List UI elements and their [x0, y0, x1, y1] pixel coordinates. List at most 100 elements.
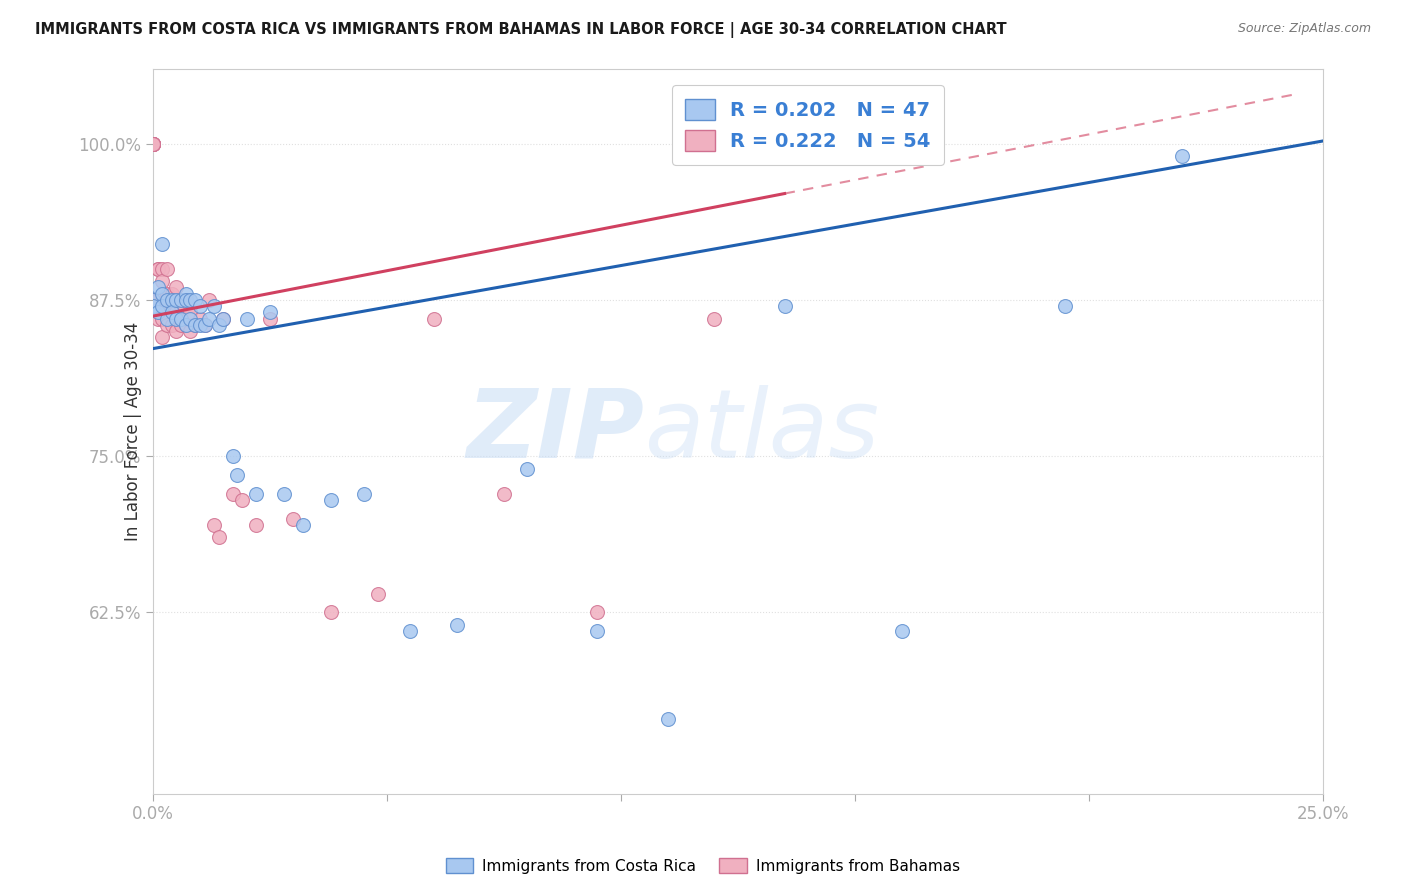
Point	[207, 318, 229, 332]
Point	[586, 624, 609, 639]
Point	[170, 299, 193, 313]
Point	[184, 293, 207, 307]
Point	[170, 311, 193, 326]
Point	[773, 299, 796, 313]
Point	[202, 517, 225, 532]
Point	[657, 712, 679, 726]
Point	[152, 236, 174, 251]
Text: atlas: atlas	[644, 384, 879, 477]
Point	[291, 517, 314, 532]
Point	[166, 311, 188, 326]
Point	[179, 311, 201, 326]
Y-axis label: In Labor Force | Age 30-34: In Labor Force | Age 30-34	[124, 321, 142, 541]
Point	[353, 486, 375, 500]
Point	[235, 311, 257, 326]
Point	[207, 530, 229, 544]
Point	[142, 136, 165, 151]
Point	[245, 517, 267, 532]
Point	[160, 293, 183, 307]
Point	[188, 299, 211, 313]
Point	[174, 286, 197, 301]
Point	[586, 606, 609, 620]
Point	[160, 299, 183, 313]
Point	[273, 486, 295, 500]
Point	[142, 136, 165, 151]
Point	[142, 136, 165, 151]
Point	[174, 293, 197, 307]
Point	[170, 293, 193, 307]
Point	[156, 286, 179, 301]
Point	[492, 486, 515, 500]
Point	[221, 449, 243, 463]
Point	[516, 461, 538, 475]
Legend: R = 0.202   N = 47, R = 0.222   N = 54: R = 0.202 N = 47, R = 0.222 N = 54	[672, 86, 945, 165]
Point	[152, 274, 174, 288]
Point	[283, 511, 305, 525]
Point	[319, 606, 342, 620]
Legend: Immigrants from Costa Rica, Immigrants from Bahamas: Immigrants from Costa Rica, Immigrants f…	[440, 852, 966, 880]
Point	[174, 318, 197, 332]
Point	[146, 305, 169, 319]
Point	[142, 136, 165, 151]
Point	[160, 286, 183, 301]
Text: Source: ZipAtlas.com: Source: ZipAtlas.com	[1237, 22, 1371, 36]
Point	[703, 311, 725, 326]
Point	[188, 311, 211, 326]
Point	[166, 305, 188, 319]
Point	[184, 318, 207, 332]
Text: ZIP: ZIP	[467, 384, 644, 477]
Point	[259, 311, 281, 326]
Text: IMMIGRANTS FROM COSTA RICA VS IMMIGRANTS FROM BAHAMAS IN LABOR FORCE | AGE 30-34: IMMIGRANTS FROM COSTA RICA VS IMMIGRANTS…	[35, 22, 1007, 38]
Point	[160, 318, 183, 332]
Point	[152, 286, 174, 301]
Point	[179, 299, 201, 313]
Point	[146, 280, 169, 294]
Point	[156, 311, 179, 326]
Point	[156, 261, 179, 276]
Point	[152, 261, 174, 276]
Point	[142, 136, 165, 151]
Point	[193, 318, 215, 332]
Point	[446, 618, 468, 632]
Point	[170, 318, 193, 332]
Point	[1054, 299, 1077, 313]
Point	[179, 305, 201, 319]
Point	[152, 293, 174, 307]
Point	[319, 492, 342, 507]
Point	[198, 311, 221, 326]
Point	[142, 293, 165, 307]
Point	[174, 318, 197, 332]
Point	[166, 324, 188, 338]
Point	[231, 492, 253, 507]
Point	[202, 299, 225, 313]
Point	[188, 318, 211, 332]
Point	[890, 624, 912, 639]
Point	[156, 293, 179, 307]
Point	[166, 293, 188, 307]
Point	[170, 293, 193, 307]
Point	[146, 261, 169, 276]
Point	[198, 293, 221, 307]
Point	[184, 318, 207, 332]
Point	[166, 280, 188, 294]
Point	[142, 136, 165, 151]
Point	[423, 311, 446, 326]
Point	[142, 299, 165, 313]
Point	[179, 324, 201, 338]
Point	[146, 261, 169, 276]
Point	[367, 587, 389, 601]
Point	[142, 136, 165, 151]
Point	[142, 293, 165, 307]
Point	[156, 299, 179, 313]
Point	[259, 305, 281, 319]
Point	[179, 293, 201, 307]
Point	[142, 136, 165, 151]
Point	[399, 624, 422, 639]
Point	[245, 486, 267, 500]
Point	[152, 330, 174, 344]
Point	[146, 293, 169, 307]
Point	[174, 293, 197, 307]
Point	[212, 311, 235, 326]
Point	[152, 311, 174, 326]
Point	[146, 311, 169, 326]
